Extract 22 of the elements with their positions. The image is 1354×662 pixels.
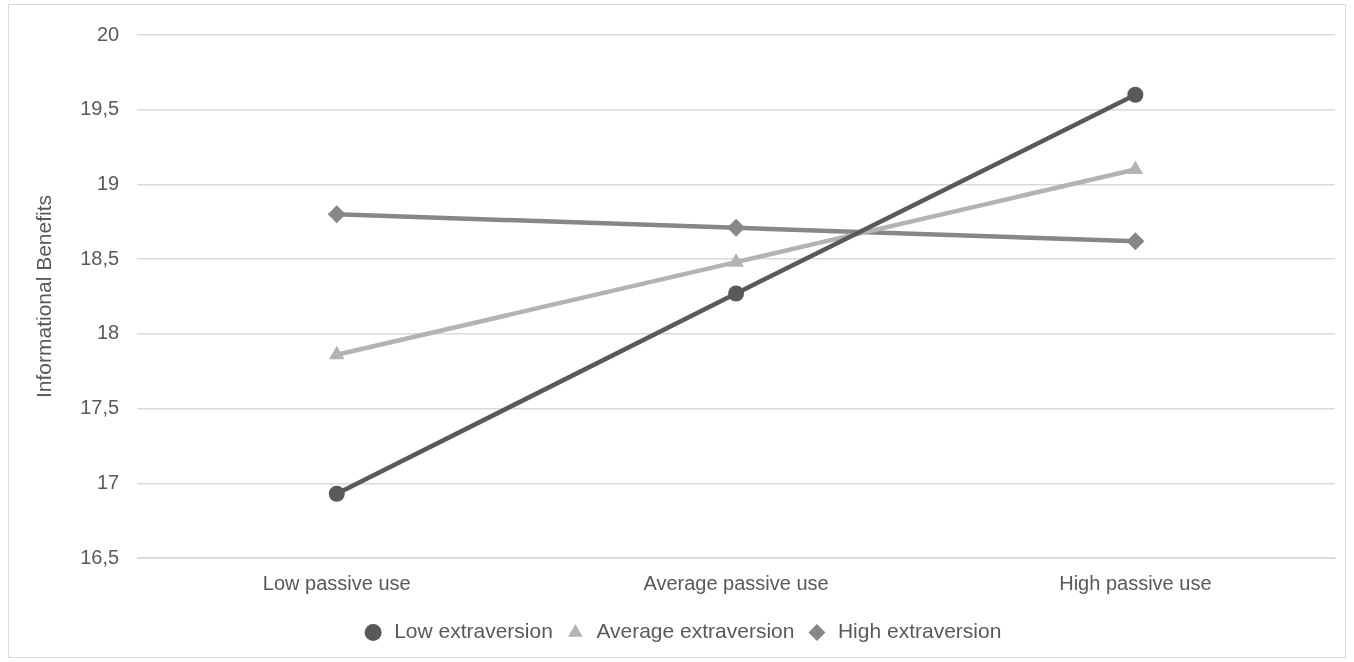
y-tick-label: 17,5	[80, 396, 120, 419]
y-tick-label: 17	[96, 470, 120, 493]
legend-label: High extraversion	[837, 619, 1002, 643]
point	[1126, 232, 1145, 251]
point	[728, 285, 745, 302]
y-tick-label: 18,5	[80, 246, 120, 269]
y-tick-label: 19,5	[80, 97, 120, 120]
y-tick-label: 20	[96, 22, 120, 45]
y-tick-label: 18	[96, 321, 120, 344]
y-tick-label: 16,5	[80, 545, 120, 568]
point	[328, 345, 345, 360]
point	[328, 485, 345, 502]
legend-label: Low extraversion	[394, 619, 553, 643]
legend-label: Average extraversion	[596, 619, 795, 643]
point	[327, 205, 346, 224]
point	[728, 253, 744, 267]
x-tick-label: High passive use	[1059, 571, 1212, 594]
x-tick-label: Average passive use	[643, 571, 829, 594]
point	[1127, 86, 1144, 103]
y-tick-label: 19	[96, 171, 120, 194]
x-tick-label: Low passive use	[262, 571, 411, 594]
y-axis-title: Informational Benefits	[32, 194, 56, 399]
